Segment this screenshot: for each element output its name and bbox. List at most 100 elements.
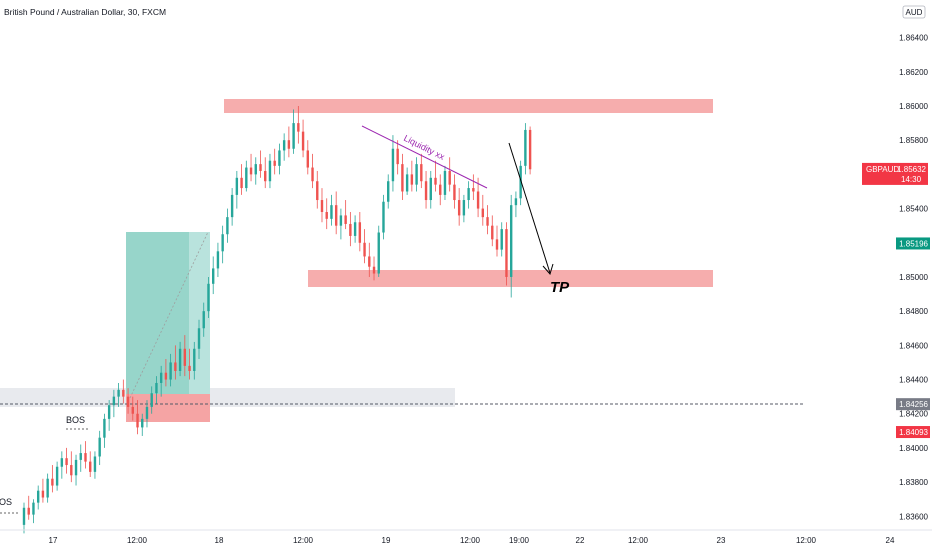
y-tick-label: 1.84800 — [899, 307, 928, 316]
candle — [420, 153, 423, 189]
price-tag-value: 1.84093 — [899, 428, 928, 437]
candle-body — [254, 164, 257, 175]
candle-body — [230, 194, 234, 218]
candle — [339, 208, 343, 240]
candle — [27, 495, 30, 520]
candle-body — [207, 283, 210, 312]
candle — [221, 225, 224, 264]
candle — [509, 194, 513, 298]
candle-body — [443, 170, 447, 195]
candle — [330, 194, 333, 226]
y-tick-label: 1.86000 — [899, 102, 928, 111]
candle — [79, 444, 82, 472]
x-tick-label: 19:00 — [509, 536, 530, 545]
candle — [141, 413, 144, 436]
candle — [65, 447, 68, 474]
candle — [197, 319, 201, 360]
candle-body — [287, 140, 291, 149]
candle-body — [519, 165, 522, 199]
candle-body — [500, 229, 503, 250]
candle-body — [306, 150, 309, 168]
candle-body — [89, 461, 92, 472]
candle — [320, 188, 324, 223]
candle-body — [410, 174, 414, 185]
candle-body — [235, 177, 239, 195]
candle — [325, 198, 328, 230]
candle-body — [107, 405, 111, 419]
candle — [98, 430, 101, 466]
candle — [472, 174, 475, 201]
candle-body — [495, 239, 499, 250]
currency-badge[interactable] — [902, 5, 926, 19]
candle-body — [197, 328, 201, 349]
candle — [524, 123, 527, 175]
candle — [254, 157, 257, 185]
candle-body — [316, 181, 319, 201]
candle-body — [221, 234, 224, 252]
candle-body — [27, 507, 30, 515]
candle-body — [32, 502, 35, 515]
price-tag-bg — [896, 398, 930, 411]
candle-body — [164, 372, 168, 380]
candle — [32, 499, 35, 524]
candle — [349, 212, 352, 247]
price-tag-level-green: 1.85196 — [896, 237, 930, 250]
y-tick-label: 1.85000 — [899, 273, 928, 282]
candle-body — [339, 215, 343, 226]
candle — [287, 126, 291, 158]
candle — [368, 242, 371, 277]
y-tick-label: 1.84600 — [899, 341, 928, 350]
x-tick-label: 12:00 — [293, 536, 314, 545]
y-tick-label: 1.86200 — [899, 68, 928, 77]
candle — [136, 400, 139, 435]
candle-body — [368, 256, 371, 267]
candle — [150, 386, 153, 414]
candle-body — [216, 251, 220, 269]
candle-body — [174, 362, 177, 371]
candle — [306, 140, 309, 175]
candle — [126, 388, 130, 414]
candle-body — [278, 150, 281, 166]
candle-body — [36, 490, 40, 503]
candle — [46, 473, 49, 503]
candle-body — [363, 242, 366, 257]
candle-body — [396, 148, 399, 165]
candle — [410, 160, 414, 192]
candle-body — [273, 160, 276, 166]
candle-body — [264, 170, 267, 182]
candle — [278, 143, 281, 175]
candle — [292, 109, 295, 154]
candle-body — [301, 131, 305, 151]
candle — [51, 465, 54, 493]
x-tick-label: 12:00 — [460, 536, 481, 545]
candle — [188, 348, 191, 380]
x-tick-label: 12:00 — [127, 536, 148, 545]
candle-body — [41, 490, 45, 498]
candle — [89, 451, 92, 477]
candle-body — [150, 393, 153, 407]
candle-body — [320, 200, 324, 212]
candle-body — [70, 465, 73, 476]
candle-body — [439, 184, 442, 195]
price-tag-bg — [862, 162, 928, 185]
candle — [22, 502, 26, 534]
candle-body — [528, 129, 532, 170]
candle — [387, 174, 390, 209]
candle-body — [387, 181, 390, 202]
candle — [434, 160, 437, 192]
y-tick-label: 1.85400 — [899, 205, 928, 214]
candle — [41, 478, 45, 503]
candle-body — [117, 389, 120, 397]
candle-body — [259, 164, 262, 171]
candle-body — [358, 222, 362, 243]
candle-body — [136, 413, 139, 428]
candle — [391, 135, 395, 192]
candle-body — [46, 478, 49, 498]
resistance-zone — [224, 99, 713, 113]
candle-body — [240, 177, 243, 189]
candle — [519, 160, 522, 206]
candle-body — [126, 396, 130, 407]
y-tick-label: 1.84200 — [899, 410, 928, 419]
candle — [235, 170, 239, 209]
